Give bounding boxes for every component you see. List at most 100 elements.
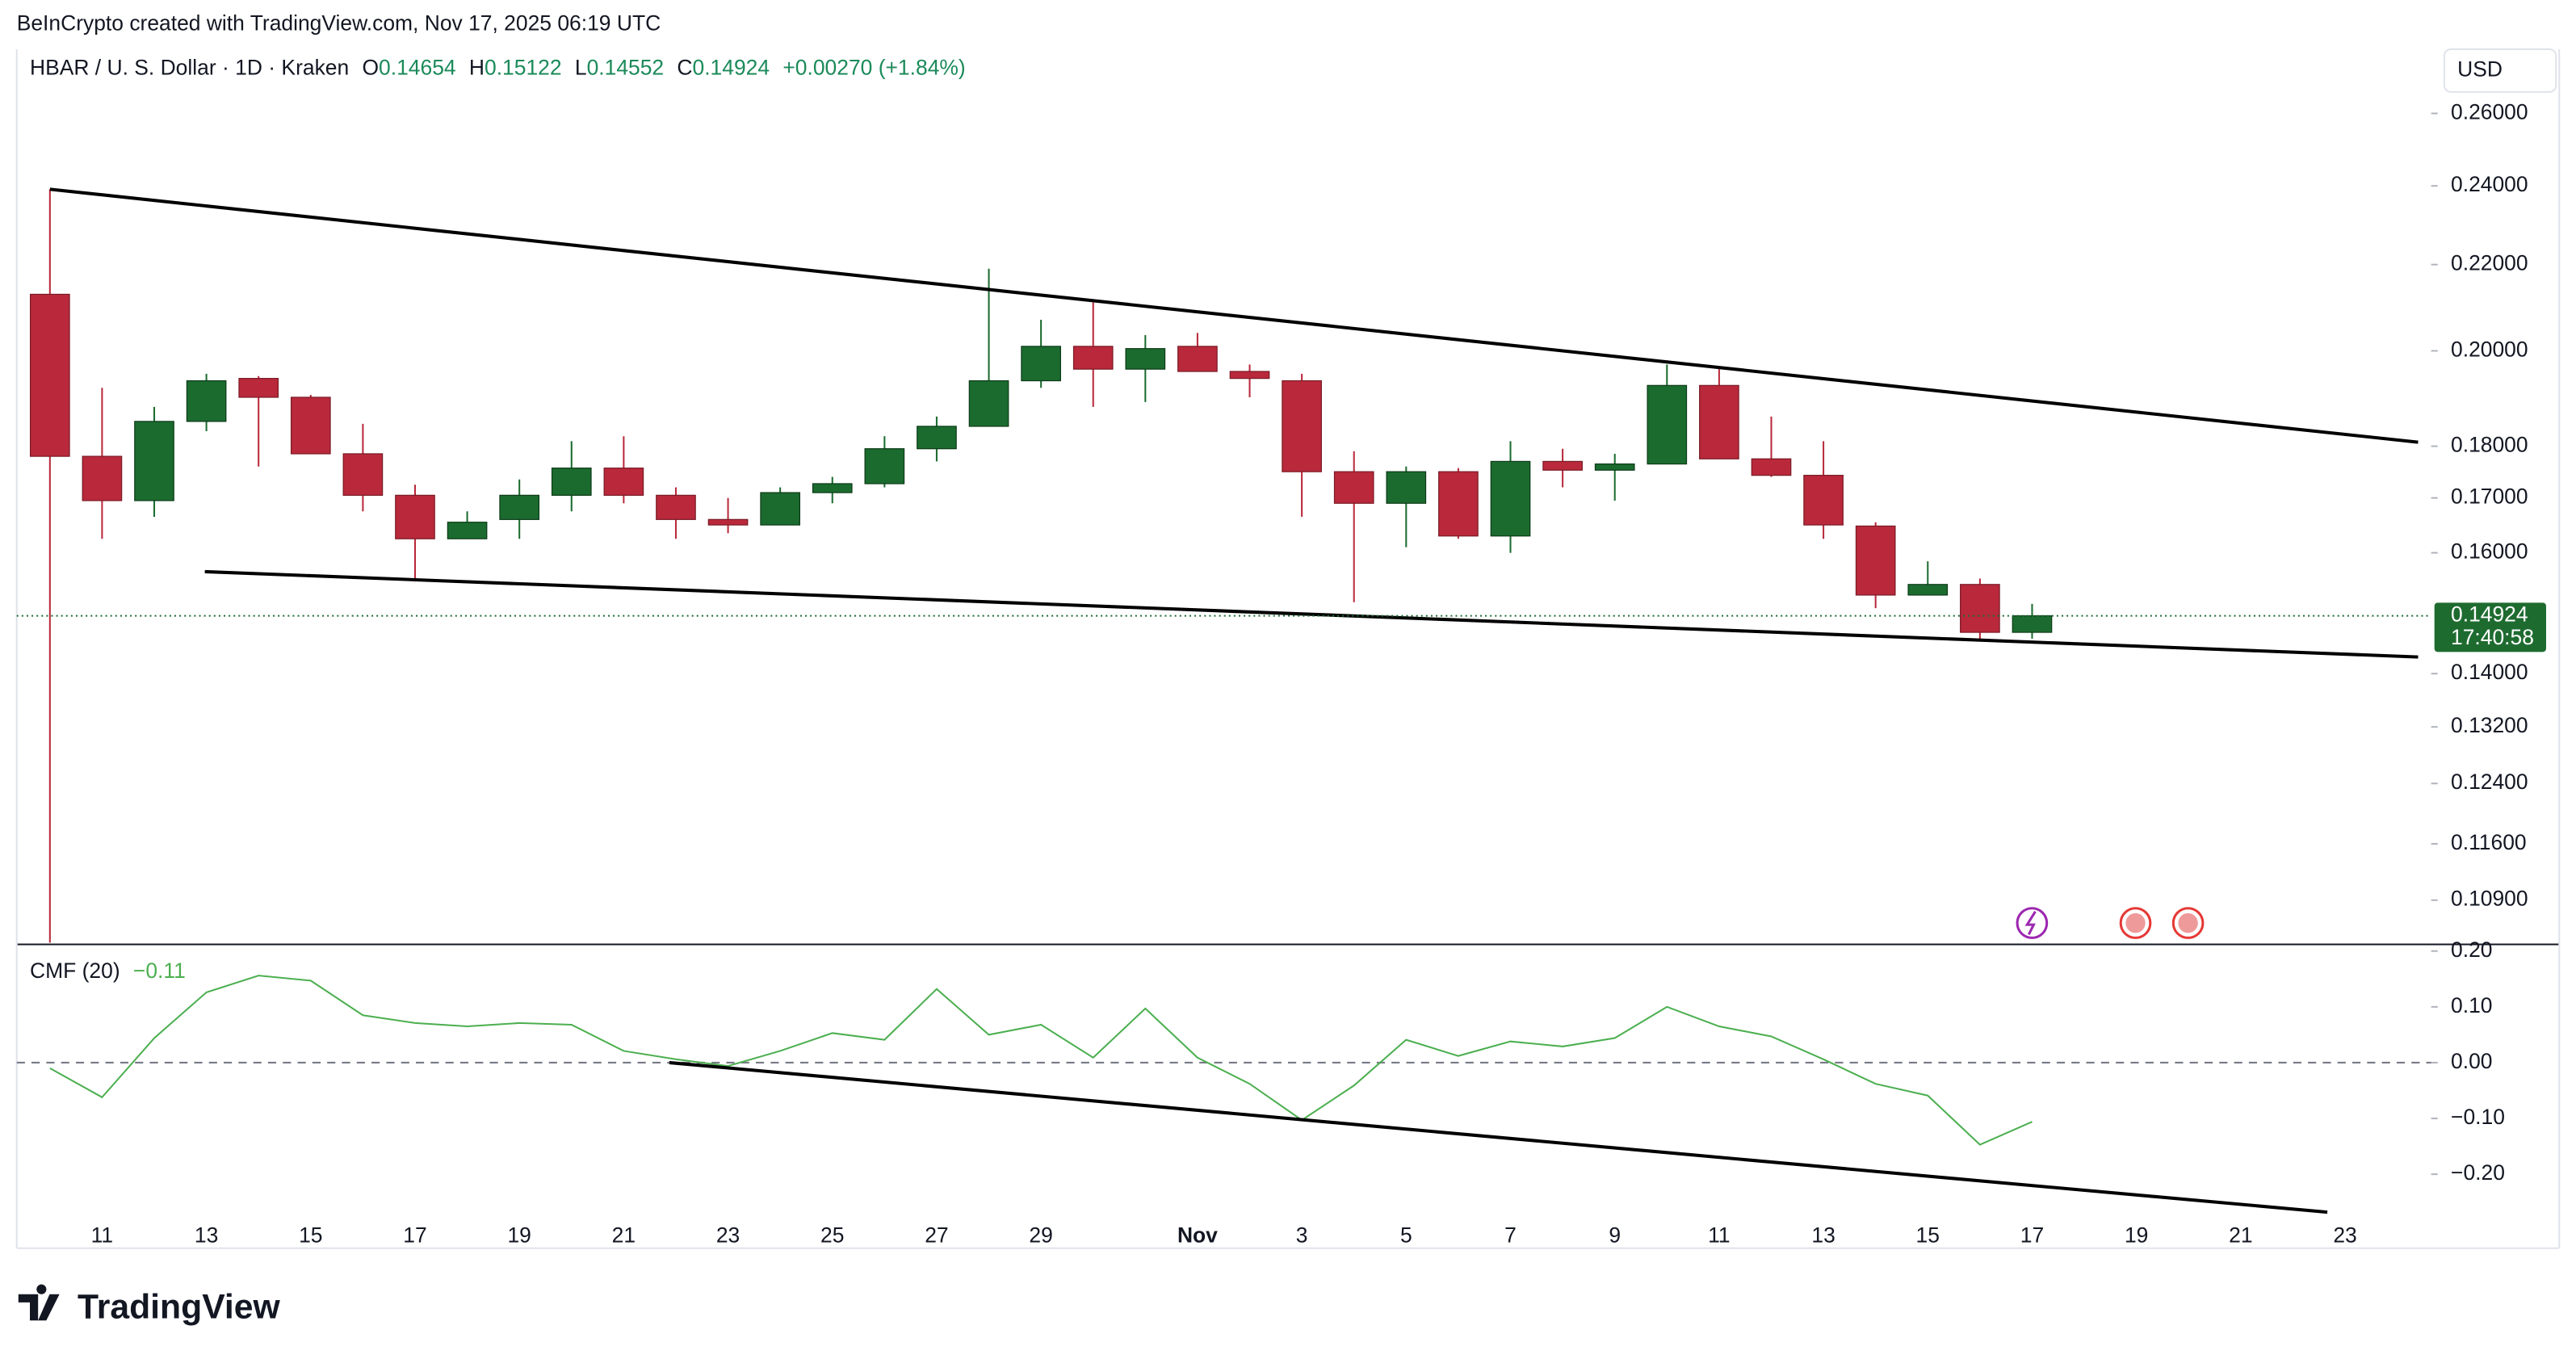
- candle-body: [551, 468, 592, 496]
- x-tick-label: 5: [1400, 1223, 1412, 1248]
- indicator-value: −0.11: [133, 959, 186, 983]
- y-tick-label: 0.16000: [2451, 539, 2528, 564]
- candle-body: [968, 380, 1009, 427]
- indicator-title: CMF (20): [30, 959, 120, 983]
- x-tick-label: 13: [1811, 1223, 1835, 1248]
- x-tick-label: 21: [612, 1223, 636, 1248]
- candle-body: [1594, 463, 1635, 471]
- ohlc-value: 0.14924: [693, 55, 770, 79]
- y-tick-label: 0.20: [2451, 938, 2492, 962]
- candle-body: [812, 483, 853, 493]
- ohlc-label: L: [575, 55, 587, 79]
- candle-body: [186, 380, 227, 422]
- x-tick-label: 19: [2125, 1223, 2148, 1248]
- y-tick-label: 0.00: [2451, 1049, 2492, 1073]
- candle-body: [134, 421, 174, 501]
- x-tick-label: 3: [1296, 1223, 1308, 1248]
- x-tick-label: 7: [1504, 1223, 1517, 1248]
- ohlc-label: O: [362, 55, 379, 79]
- ohlc-value: 0.14654: [379, 55, 456, 79]
- candle-body: [1125, 348, 1166, 370]
- candle-body: [1699, 384, 1739, 459]
- currency-box[interactable]: [2443, 48, 2557, 93]
- y-tick-label: −0.20: [2451, 1160, 2505, 1185]
- last-price-box: [2434, 602, 2546, 652]
- brand-logo: [18, 1284, 60, 1321]
- candle-body: [1803, 475, 1844, 526]
- x-tick-label: 11: [91, 1223, 113, 1248]
- y-tick-label: 0.13200: [2451, 713, 2528, 737]
- candle-body: [1021, 346, 1061, 382]
- candle-body: [82, 455, 123, 501]
- candle-body: [760, 492, 800, 526]
- y-tick-label: 0.17000: [2451, 485, 2528, 509]
- credit: BeInCrypto created with TradingView.com,…: [17, 10, 661, 35]
- x-tick-label: 17: [2020, 1223, 2044, 1248]
- candle-body: [603, 468, 644, 496]
- ohlc-label: C: [677, 55, 692, 79]
- candle-body: [342, 453, 384, 496]
- candle-body: [1647, 384, 1688, 465]
- y-tick-label: 0.14000: [2451, 660, 2528, 684]
- candle-body: [1072, 346, 1114, 370]
- y-tick-label: 0.10900: [2451, 887, 2528, 911]
- x-tick-label: 13: [195, 1223, 218, 1248]
- brand: TradingView: [78, 1287, 281, 1326]
- x-tick-label: Nov: [1177, 1223, 1218, 1248]
- ohlc-value: 0.14552: [587, 55, 665, 79]
- candle-body: [1386, 471, 1427, 504]
- x-tick-label: 23: [716, 1223, 740, 1248]
- candle-body: [864, 448, 905, 485]
- candle-body: [290, 396, 331, 455]
- x-tick-label: 9: [1609, 1223, 1621, 1248]
- x-tick-label: 25: [820, 1223, 844, 1248]
- currency: USD: [2457, 57, 2503, 81]
- candle-body: [2012, 615, 2053, 633]
- candle-body: [1282, 380, 1322, 472]
- event-icons[interactable]: [2016, 907, 2205, 939]
- x-tick-label: 19: [507, 1223, 531, 1248]
- x-tick-label: 23: [2333, 1223, 2356, 1248]
- candle-body: [1542, 460, 1583, 471]
- candle-body: [1438, 471, 1479, 537]
- y-tick-label: 0.12400: [2451, 770, 2528, 794]
- x-tick-label: 15: [299, 1223, 322, 1248]
- y-tick-label: 0.24000: [2451, 172, 2528, 196]
- candle-body: [238, 378, 279, 398]
- x-tick-label: 11: [1708, 1223, 1730, 1248]
- candle-body: [29, 293, 70, 457]
- x-tick-label: 15: [1916, 1223, 1940, 1248]
- last-price-label: 0.14924: [2451, 602, 2528, 627]
- x-tick-label: 29: [1029, 1223, 1052, 1248]
- y-tick-label: 0.11600: [2451, 830, 2527, 854]
- change: +0.00270 (+1.84%): [782, 55, 965, 79]
- y-tick-label: −0.10: [2451, 1105, 2505, 1129]
- candle-body: [1751, 458, 1792, 476]
- ohlc-label: H: [469, 55, 485, 79]
- candle-body: [707, 518, 749, 526]
- candle-body: [499, 494, 540, 520]
- candle-body: [917, 426, 957, 450]
- candles: [29, 189, 2053, 943]
- y-tick-label: 0.26000: [2451, 99, 2528, 124]
- x-tick-label: 27: [925, 1223, 948, 1248]
- candle-body: [447, 522, 488, 539]
- candle-body: [1960, 584, 2000, 633]
- candle-body: [395, 494, 435, 539]
- candle-body: [1907, 584, 1949, 596]
- y-tick-label: 0.22000: [2451, 251, 2528, 275]
- candle-body: [1333, 471, 1374, 504]
- candle-body: [1229, 371, 1270, 380]
- x-tick-label: 17: [403, 1223, 426, 1248]
- x-tick-label: 21: [2229, 1223, 2252, 1248]
- candle-body: [1855, 525, 1896, 596]
- trendline: [204, 569, 2419, 659]
- trendline: [49, 187, 2419, 444]
- candle-body: [1177, 346, 1218, 372]
- symbol: HBAR / U. S. Dollar · 1D · Kraken: [30, 55, 349, 79]
- candle-body: [1490, 460, 1531, 537]
- y-tick-label: 0.18000: [2451, 433, 2528, 457]
- ohlc-value: 0.15122: [485, 55, 562, 79]
